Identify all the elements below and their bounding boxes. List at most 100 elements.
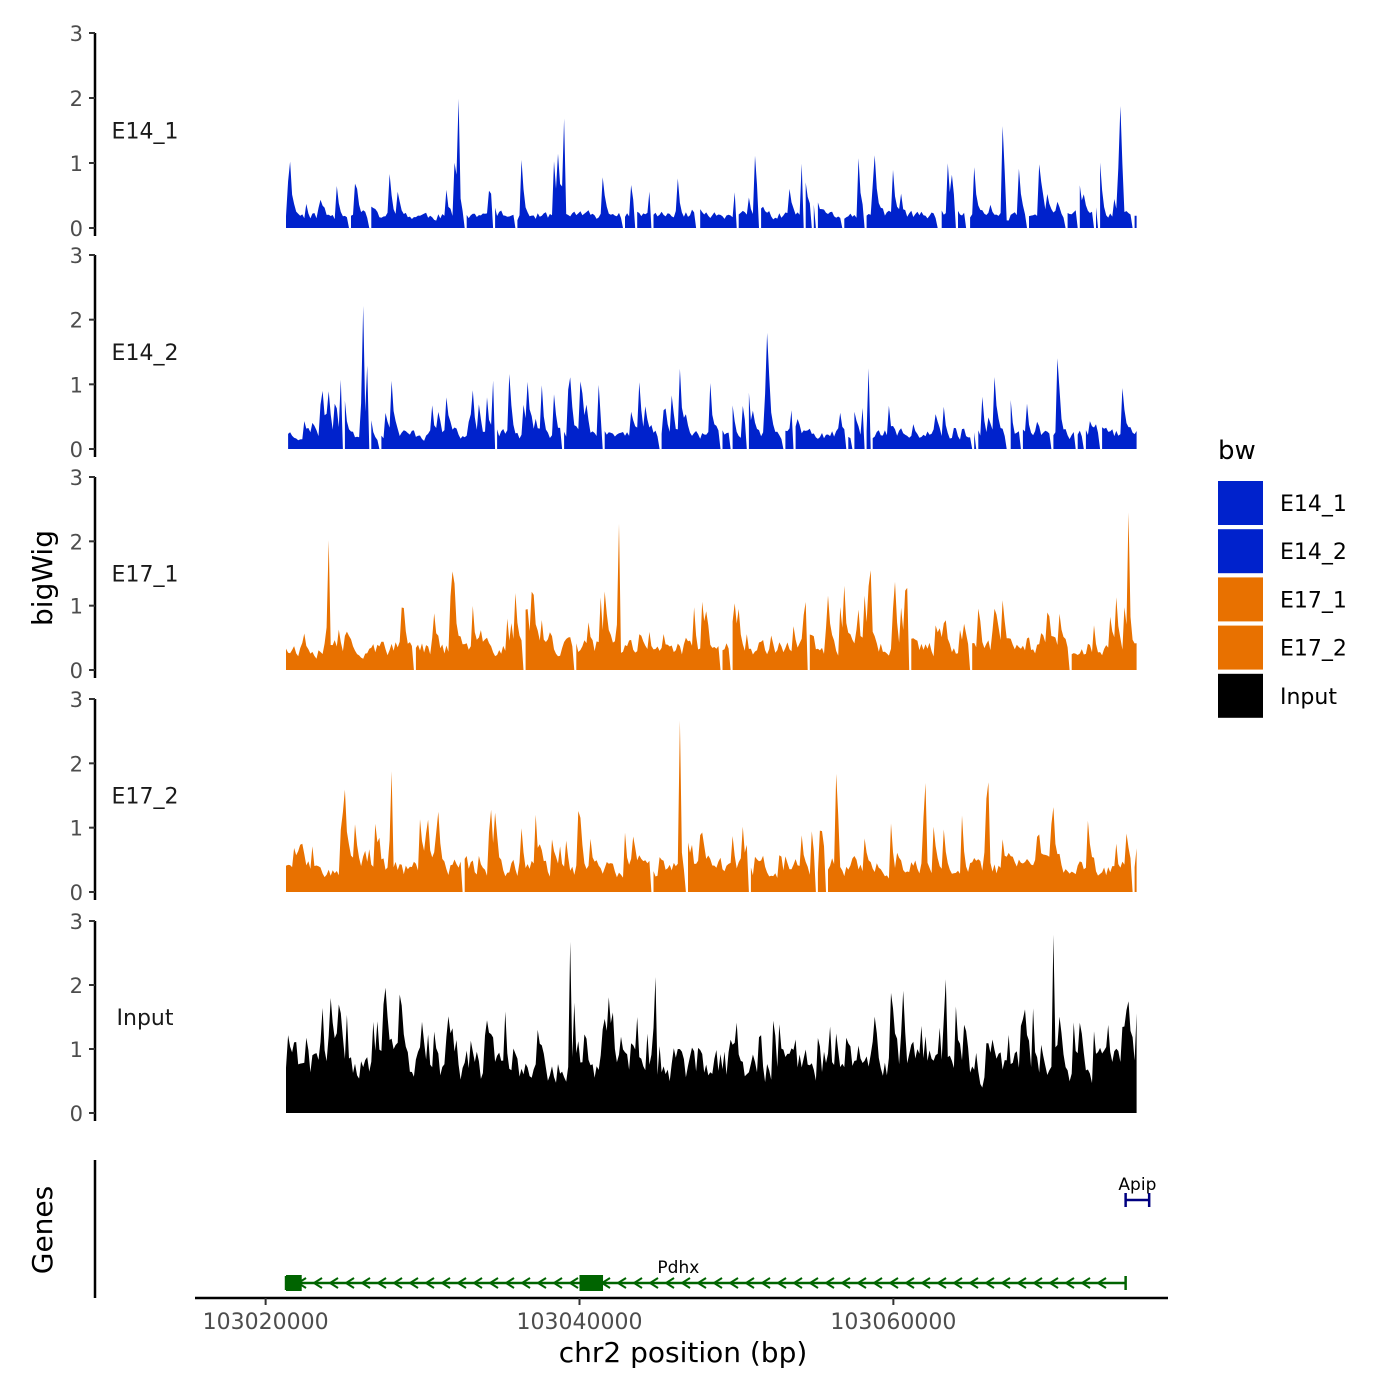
track-E14_2: 0 1 2 3 E14_2 bbox=[70, 244, 1137, 462]
strand-arrow bbox=[472, 1277, 483, 1289]
genes-track-label: Genes bbox=[26, 1186, 59, 1274]
y-tick-label: 1 bbox=[70, 595, 83, 619]
strand-arrow bbox=[568, 1277, 579, 1289]
strand-arrow bbox=[936, 1277, 947, 1289]
signal-area-E17_2 bbox=[286, 720, 1137, 892]
x-tick-label: 103060000 bbox=[830, 1310, 956, 1335]
track-label: E17_1 bbox=[112, 563, 179, 588]
y-tick-label: 2 bbox=[70, 87, 83, 111]
strand-arrow bbox=[840, 1277, 851, 1289]
track-Input: 0 1 2 3 Input bbox=[70, 910, 1137, 1126]
strand-arrow bbox=[744, 1277, 755, 1289]
strand-arrow bbox=[632, 1277, 643, 1289]
y-tick-label: 1 bbox=[70, 152, 83, 176]
strand-arrow bbox=[1064, 1277, 1075, 1289]
strand-arrow bbox=[680, 1277, 691, 1289]
x-tick-label: 103040000 bbox=[516, 1310, 642, 1335]
track-label: E14_2 bbox=[112, 341, 179, 366]
y-tick-label: 0 bbox=[70, 881, 83, 905]
strand-arrow bbox=[392, 1277, 403, 1289]
strand-arrow bbox=[792, 1277, 803, 1289]
y-tick-label: 3 bbox=[70, 22, 83, 46]
strand-arrow bbox=[1000, 1277, 1011, 1289]
track-E17_1: 0 1 2 3 E17_1 bbox=[70, 466, 1137, 683]
strand-arrow bbox=[808, 1277, 819, 1289]
signal-area-E14_2 bbox=[286, 305, 1137, 449]
strand-arrow bbox=[1048, 1277, 1059, 1289]
y-tick-label: 0 bbox=[70, 438, 83, 462]
y-tick-label: 3 bbox=[70, 244, 83, 268]
genes-track: Pdhx Apip bbox=[93, 1160, 1156, 1298]
strand-arrow bbox=[872, 1277, 883, 1289]
strand-arrow bbox=[776, 1277, 787, 1289]
strand-arrow bbox=[440, 1277, 451, 1289]
y-tick-label: 3 bbox=[70, 910, 83, 934]
strand-arrow bbox=[408, 1277, 419, 1289]
track-label: E17_2 bbox=[112, 785, 179, 810]
y-tick-label: 1 bbox=[70, 373, 83, 397]
strand-arrow bbox=[1096, 1277, 1107, 1289]
track-E17_2: 0 1 2 3 E17_2 bbox=[70, 688, 1137, 905]
bigwig-tracks: 0 1 2 3 E14_1 0 1 2 3 E14_2 0 1 2 3 E17_1 0 1 2 3 E17_2 0 1 2 3… bbox=[70, 22, 1137, 1126]
strand-arrow bbox=[536, 1277, 547, 1289]
strand-arrow bbox=[312, 1277, 323, 1289]
y-tick-label: 0 bbox=[70, 659, 83, 683]
strand-arrow bbox=[984, 1277, 995, 1289]
legend-label: E17_1 bbox=[1280, 588, 1347, 613]
strand-arrow bbox=[712, 1277, 723, 1289]
y-tick-label: 3 bbox=[70, 466, 83, 490]
gene-Apip: Apip bbox=[1118, 1175, 1156, 1207]
strand-arrow bbox=[1080, 1277, 1091, 1289]
y-tick-label: 2 bbox=[70, 530, 83, 554]
legend-swatch bbox=[1218, 673, 1263, 718]
strand-arrow bbox=[696, 1277, 707, 1289]
strand-arrow bbox=[376, 1277, 387, 1289]
legend-entry-Input: Input bbox=[1218, 673, 1337, 718]
strand-arrow bbox=[1016, 1277, 1027, 1289]
strand-arrow bbox=[456, 1277, 467, 1289]
y-axis-label: bigWig bbox=[26, 530, 59, 626]
strand-arrow bbox=[360, 1277, 371, 1289]
legend-entry-E14_1: E14_1 bbox=[1218, 481, 1347, 525]
legend-label: E17_2 bbox=[1280, 637, 1347, 662]
gene-name: Apip bbox=[1118, 1175, 1156, 1195]
strand-arrow bbox=[648, 1277, 659, 1289]
y-tick-label: 0 bbox=[70, 1102, 83, 1126]
strand-arrow bbox=[904, 1277, 915, 1289]
strand-arrow bbox=[488, 1277, 499, 1289]
y-tick-label: 2 bbox=[70, 752, 83, 776]
signal-area-Input bbox=[286, 934, 1137, 1113]
strand-arrow bbox=[824, 1277, 835, 1289]
signal-area-E14_1 bbox=[286, 98, 1137, 228]
x-axis: 103020000 103040000 103060000 bbox=[195, 1296, 1168, 1335]
legend-title: bw bbox=[1218, 436, 1256, 466]
legend-swatch bbox=[1218, 481, 1263, 525]
legend-swatch bbox=[1218, 577, 1263, 622]
gene-Pdhx: Pdhx bbox=[284, 1258, 1127, 1291]
legend-swatch bbox=[1218, 529, 1263, 574]
strand-arrow bbox=[952, 1277, 963, 1289]
strand-arrow bbox=[760, 1277, 771, 1289]
y-tick-label: 2 bbox=[70, 309, 83, 333]
gene-name: Pdhx bbox=[657, 1258, 699, 1278]
strand-arrow bbox=[664, 1277, 675, 1289]
strand-arrow bbox=[728, 1277, 739, 1289]
strand-arrow bbox=[424, 1277, 435, 1289]
signal-area-E17_1 bbox=[286, 512, 1137, 670]
legend-entry-E14_2: E14_2 bbox=[1218, 529, 1347, 574]
strand-arrow bbox=[504, 1277, 515, 1289]
strand-arrow bbox=[552, 1277, 563, 1289]
y-tick-label: 2 bbox=[70, 974, 83, 998]
track-label: Input bbox=[117, 1006, 174, 1031]
y-tick-label: 0 bbox=[70, 217, 83, 241]
x-axis-label: chr2 position (bp) bbox=[559, 1336, 808, 1369]
y-tick-label: 1 bbox=[70, 1038, 83, 1062]
track-E14_1: 0 1 2 3 E14_1 bbox=[70, 22, 1137, 241]
strand-arrow bbox=[328, 1277, 339, 1289]
strand-arrow bbox=[856, 1277, 867, 1289]
x-tick-label: 103020000 bbox=[203, 1310, 329, 1335]
y-tick-label: 1 bbox=[70, 817, 83, 841]
legend: bw E14_1 E14_2 E17_1 E17_2 Input bbox=[1218, 436, 1347, 718]
legend-label: E14_1 bbox=[1280, 492, 1347, 517]
strand-arrow bbox=[968, 1277, 979, 1289]
